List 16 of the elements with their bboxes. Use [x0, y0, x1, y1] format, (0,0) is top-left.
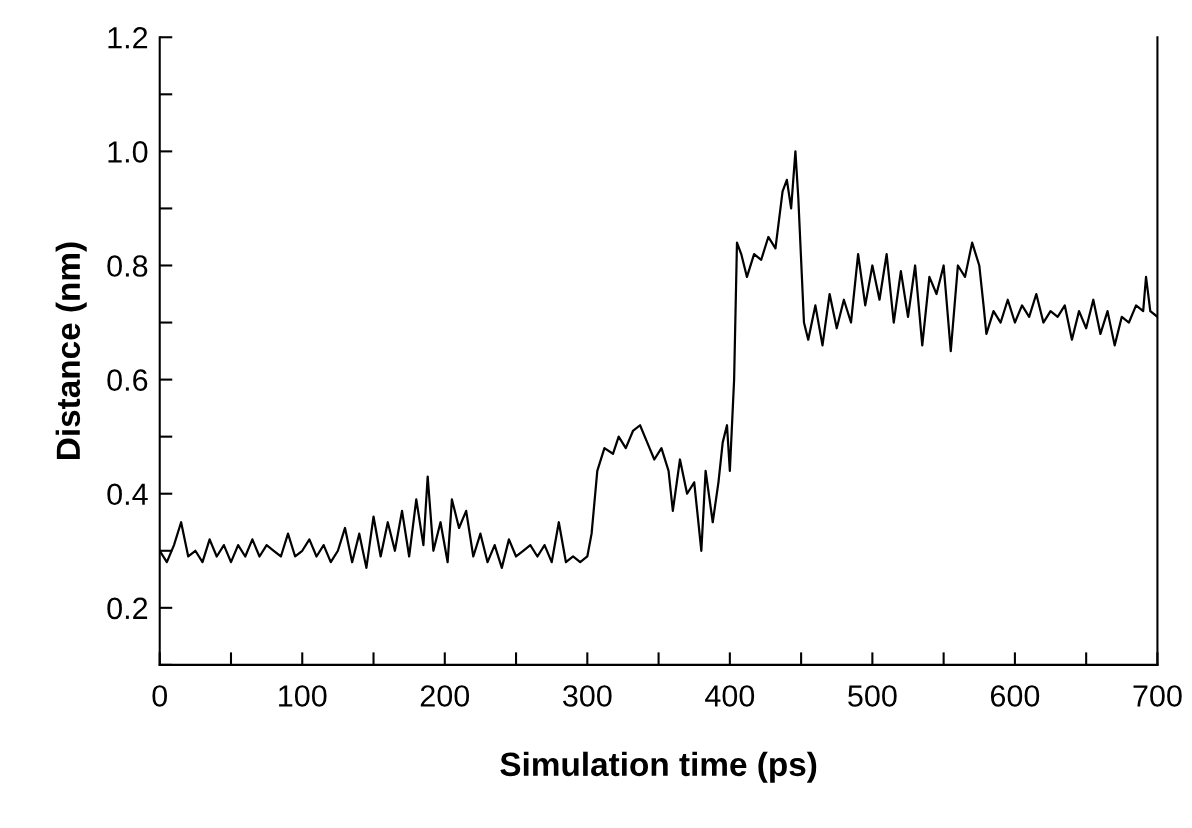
- x-tick-label: 300: [562, 685, 612, 707]
- y-tick-label: 0.4: [107, 483, 148, 506]
- x-tick-label: 700: [1133, 685, 1182, 707]
- y-axis-title: Distance (nm): [55, 242, 87, 460]
- y-tick-label: 0.6: [107, 369, 148, 391]
- y-tick-label: 1.0: [108, 141, 148, 163]
- y-tick-label: 0.2: [107, 597, 148, 620]
- x-tick-label: 100: [279, 685, 327, 707]
- x-tick-label: 400: [705, 685, 755, 707]
- x-tick-label: 500: [848, 685, 897, 707]
- x-tick-label: 0: [152, 685, 168, 707]
- x-tick-label: 200: [420, 685, 470, 707]
- y-tick-label: 1.2: [108, 27, 148, 49]
- x-axis-title: Simulation time (ps): [500, 751, 817, 783]
- y-tick-label: 0.8: [107, 255, 148, 277]
- x-tick-label: 600: [990, 685, 1040, 707]
